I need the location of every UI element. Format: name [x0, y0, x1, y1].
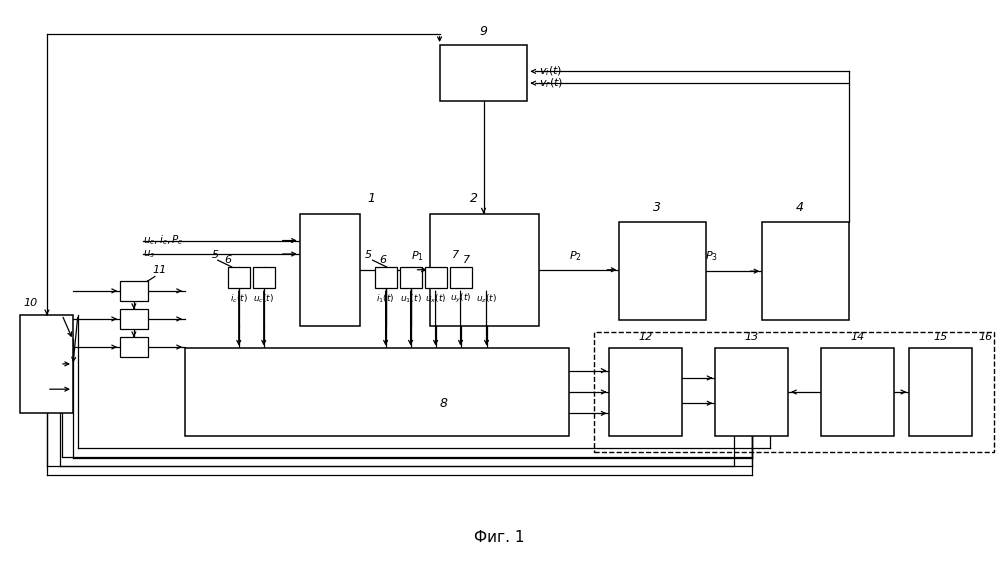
Text: $u_c, i_c, P_c$: $u_c, i_c, P_c$ — [143, 234, 184, 247]
Text: $P_1$: $P_1$ — [412, 249, 424, 262]
Bar — [400, 267, 422, 288]
Text: $u_з$: $u_з$ — [143, 248, 155, 260]
Text: 12: 12 — [638, 332, 653, 342]
Text: $v_i(t)$: $v_i(t)$ — [539, 65, 562, 78]
Bar — [228, 267, 250, 288]
Bar — [185, 348, 569, 436]
Bar — [440, 45, 527, 101]
Bar — [120, 281, 148, 301]
Bar — [425, 267, 447, 288]
Bar — [762, 222, 849, 320]
Text: 15: 15 — [933, 332, 948, 342]
Text: 8: 8 — [440, 397, 448, 410]
Text: 7: 7 — [452, 250, 459, 260]
Bar — [609, 348, 682, 436]
Bar — [430, 214, 539, 326]
Text: 11: 11 — [153, 265, 167, 275]
Text: $u_x(t)$: $u_x(t)$ — [425, 292, 447, 305]
Text: $u_c(t)$: $u_c(t)$ — [253, 292, 275, 305]
Bar — [253, 267, 275, 288]
Text: Фиг. 1: Фиг. 1 — [475, 530, 524, 545]
Bar — [619, 222, 706, 320]
Text: 3: 3 — [653, 201, 661, 214]
Text: $P_3$: $P_3$ — [705, 249, 717, 262]
Text: 16: 16 — [979, 332, 993, 342]
Text: $u_1(t)$: $u_1(t)$ — [400, 292, 422, 305]
Text: $u_z(t)$: $u_z(t)$ — [476, 292, 498, 305]
Text: 5: 5 — [365, 250, 372, 260]
Text: 6: 6 — [380, 255, 387, 265]
Text: 9: 9 — [480, 25, 488, 38]
Text: 2: 2 — [470, 192, 478, 205]
Bar — [909, 348, 972, 436]
Bar — [20, 315, 73, 413]
Text: 13: 13 — [744, 332, 759, 342]
Bar — [300, 214, 360, 326]
Text: $i_1(t)$: $i_1(t)$ — [377, 292, 395, 305]
Bar — [821, 348, 894, 436]
Text: $v_r(t)$: $v_r(t)$ — [539, 76, 563, 90]
Bar — [594, 332, 994, 452]
Text: 5: 5 — [212, 250, 219, 260]
Bar — [715, 348, 788, 436]
Text: 14: 14 — [850, 332, 865, 342]
Text: 1: 1 — [368, 192, 376, 205]
Text: $i_c(t)$: $i_c(t)$ — [230, 292, 248, 305]
Text: $u_y(t)$: $u_y(t)$ — [450, 292, 472, 305]
Text: 4: 4 — [795, 201, 804, 214]
Text: 7: 7 — [463, 255, 470, 265]
Bar — [120, 337, 148, 357]
Text: $P_2$: $P_2$ — [569, 249, 581, 262]
Text: 10: 10 — [23, 298, 37, 308]
Bar — [120, 309, 148, 329]
Bar — [450, 267, 472, 288]
Text: 6: 6 — [225, 255, 232, 265]
Bar — [375, 267, 397, 288]
